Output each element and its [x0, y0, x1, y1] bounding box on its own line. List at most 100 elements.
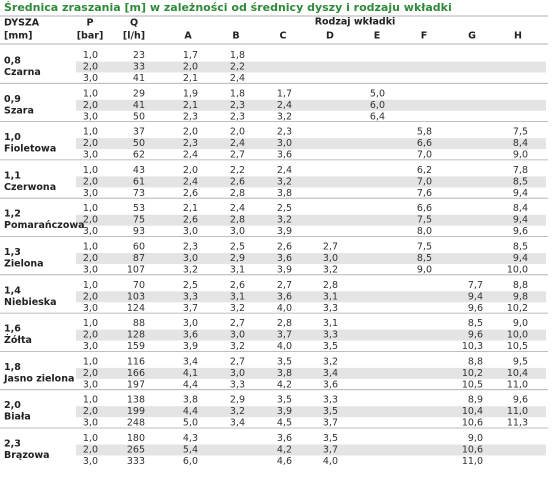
- cell: 2,1: [183, 73, 198, 84]
- cell: 3,7: [323, 445, 338, 456]
- cell: 2,4: [183, 176, 198, 187]
- cell: 4,2: [277, 445, 292, 456]
- cell: 3,2: [323, 265, 338, 276]
- nozzle-size: 1,1: [4, 170, 21, 181]
- cell: 8,9: [468, 395, 483, 406]
- cell: 2,4: [230, 203, 245, 214]
- nozzle-color: Biała: [4, 412, 31, 423]
- row-stripe: [76, 406, 546, 418]
- cell: 2,9: [230, 395, 245, 406]
- cell: 7,8: [513, 165, 528, 176]
- cell: 1,0: [83, 88, 98, 99]
- row-stripe: [76, 291, 546, 303]
- cell: 2,0: [83, 445, 98, 456]
- cell: 2,0: [83, 291, 98, 302]
- cell: 3,2: [230, 341, 245, 352]
- cell: 3,2: [277, 176, 292, 187]
- cell: 2,0: [83, 406, 98, 417]
- cell: 2,8: [230, 215, 245, 226]
- cell: 3,1: [323, 291, 338, 302]
- cell: 3,9: [277, 265, 292, 276]
- cell: 3,1: [230, 291, 245, 302]
- cell: 3,0: [83, 418, 98, 429]
- cell: 10,4: [507, 368, 528, 379]
- header-inserts: Rodzaj wkładki: [315, 17, 396, 28]
- cell: 3,0: [83, 379, 98, 390]
- cell: 7,5: [513, 127, 528, 138]
- nozzle-color: Żółta: [4, 335, 32, 346]
- cell: 248: [127, 418, 145, 429]
- cell: 3,5: [323, 433, 338, 444]
- cell: 1,0: [83, 127, 98, 138]
- cell: 2,7: [277, 280, 292, 291]
- cell: 93: [133, 226, 145, 237]
- cell: 9,6: [468, 330, 483, 341]
- row-stripe: [76, 99, 546, 111]
- cell: 3,0: [83, 456, 98, 467]
- cell: 9,0: [513, 150, 528, 161]
- cell: 8,5: [468, 318, 483, 329]
- cell: 2,9: [230, 253, 245, 264]
- cell: 2,0: [83, 138, 98, 149]
- cell: 8,5: [417, 253, 432, 264]
- cell: 2,4: [183, 150, 198, 161]
- cell: 7,5: [417, 242, 432, 253]
- cell: 6,0: [183, 456, 198, 467]
- cell: 1,0: [83, 165, 98, 176]
- cell: 8,5: [513, 176, 528, 187]
- cell: 2,3: [183, 242, 198, 253]
- cell: 3,8: [277, 188, 292, 199]
- cell: 10,3: [462, 341, 483, 352]
- cell: 2,0: [83, 176, 98, 187]
- cell: 9,4: [513, 215, 528, 226]
- cell: 3,2: [230, 406, 245, 417]
- cell: 10,5: [462, 379, 483, 390]
- cell: 3,0: [83, 111, 98, 122]
- cell: 3,0: [230, 330, 245, 341]
- header-insert: D: [326, 31, 334, 42]
- cell: 2,7: [230, 150, 245, 161]
- cell: 5,0: [183, 418, 198, 429]
- cell: 1,0: [83, 395, 98, 406]
- cell: 3,0: [83, 150, 98, 161]
- cell: 8,4: [513, 138, 528, 149]
- cell: 3,8: [277, 368, 292, 379]
- cell: 4,5: [277, 418, 292, 429]
- cell: 3,2: [277, 111, 292, 122]
- cell: 2,0: [83, 62, 98, 73]
- cell: 180: [127, 433, 145, 444]
- cell: 3,7: [323, 418, 338, 429]
- cell: 3,6: [277, 291, 292, 302]
- cell: 2,0: [83, 215, 98, 226]
- cell: 2,4: [277, 100, 292, 111]
- cell: 9,4: [513, 253, 528, 264]
- row-stripe: [76, 214, 546, 226]
- cell: 1,8: [230, 50, 245, 61]
- cell: 1,0: [83, 280, 98, 291]
- nozzle-size: 1,2: [4, 209, 21, 220]
- cell: 7,6: [417, 188, 432, 199]
- cell: 2,1: [183, 203, 198, 214]
- cell: 3,5: [277, 356, 292, 367]
- cell: 3,6: [277, 433, 292, 444]
- cell: 8,8: [468, 356, 483, 367]
- cell: 2,6: [277, 242, 292, 253]
- cell: 10,0: [507, 330, 528, 341]
- cell: 8,0: [417, 226, 432, 237]
- nozzle-size: 2,3: [4, 439, 21, 450]
- cell: 10,6: [462, 445, 483, 456]
- nozzle-color: Pomarańczowa: [4, 220, 85, 231]
- cell: 2,3: [277, 127, 292, 138]
- header-insert: E: [374, 31, 381, 42]
- cell: 6,2: [417, 165, 432, 176]
- cell: 61: [133, 176, 145, 187]
- cell: 3,2: [277, 215, 292, 226]
- cell: 43: [133, 165, 145, 176]
- cell: 8,5: [513, 242, 528, 253]
- cell: 3,2: [230, 303, 245, 314]
- header-flow-unit: [l/h]: [123, 31, 145, 42]
- cell: 7,5: [417, 215, 432, 226]
- cell: 50: [133, 138, 145, 149]
- cell: 3,3: [230, 379, 245, 390]
